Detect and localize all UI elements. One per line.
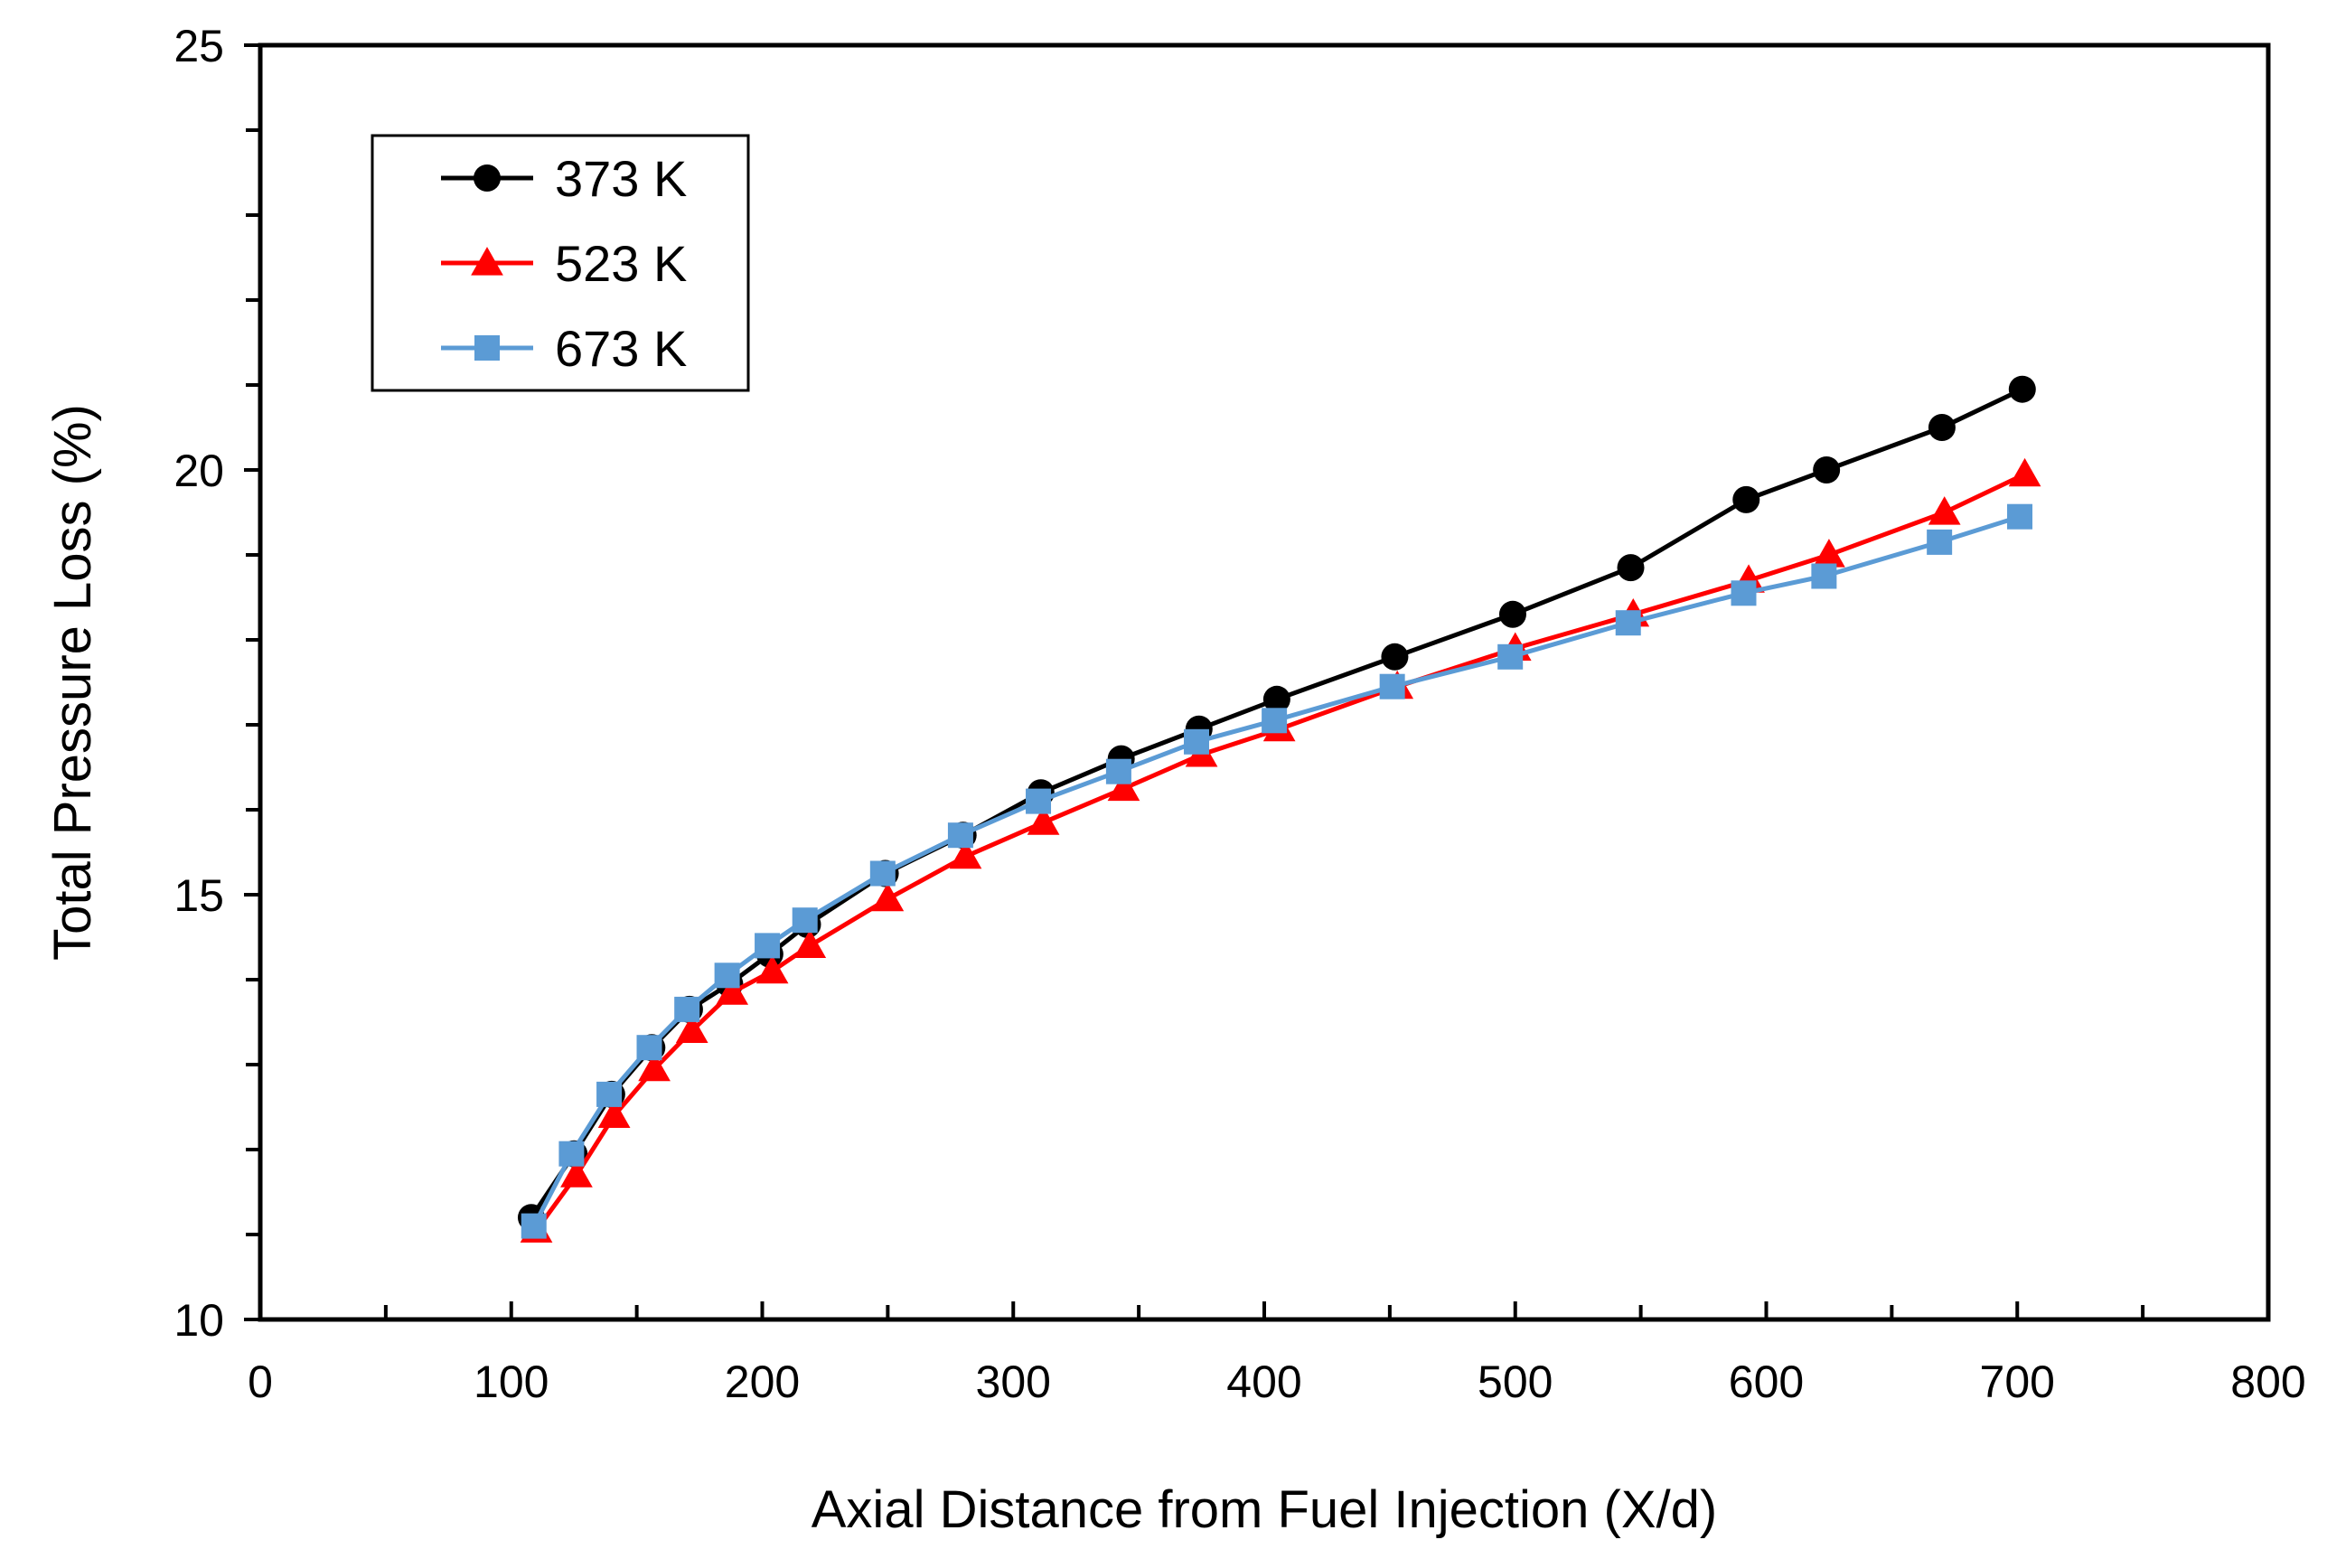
data-point-marker (675, 1014, 708, 1043)
data-point-marker (1928, 496, 1961, 525)
data-point-marker (792, 907, 818, 934)
legend: 373 K 523 K 673 K (371, 134, 750, 392)
legend-entry: 673 K (441, 320, 687, 377)
x-tick-label: 400 (1226, 1357, 1301, 1407)
x-tick-label: 300 (976, 1357, 1051, 1407)
legend-label: 373 K (555, 150, 687, 207)
data-point-marker (1498, 600, 1526, 628)
data-point-marker (2008, 457, 2041, 487)
data-point-marker (1105, 758, 1131, 784)
legend-entry: 523 K (441, 235, 687, 292)
x-tick-label: 0 (248, 1357, 273, 1407)
data-point-marker (1731, 580, 1757, 606)
series-673-k (521, 503, 2033, 1239)
data-point-marker (1026, 788, 1052, 814)
y-tick-label: 10 (174, 1295, 224, 1346)
x-tick-label: 200 (725, 1357, 800, 1407)
data-point-marker (1379, 673, 1405, 699)
data-point-marker (1811, 563, 1837, 589)
legend-label: 673 K (555, 320, 687, 377)
y-axis-tick-labels: 10 15 20 25 (174, 21, 224, 1346)
data-point-marker (2007, 503, 2033, 530)
legend-marker (474, 164, 501, 192)
data-point-marker (1262, 685, 1290, 713)
data-point-marker (1497, 643, 1524, 670)
x-tick-label: 700 (1980, 1357, 2055, 1407)
data-point-marker (1928, 414, 1956, 441)
data-point-marker (947, 822, 973, 849)
data-point-marker (755, 954, 789, 984)
data-point-marker (1615, 610, 1641, 636)
data-point-marker (1813, 539, 1845, 568)
data-point-marker (636, 1035, 662, 1061)
x-axis-tick-labels: 0 100 200 300 400 500 600 700 800 (248, 1357, 2306, 1407)
legend-label: 523 K (555, 235, 687, 292)
data-point-marker (716, 976, 749, 1005)
legend-entries: 373 K 523 K 673 K (441, 150, 687, 377)
data-point-marker (1927, 529, 1953, 555)
x-tick-label: 600 (1729, 1357, 1804, 1407)
x-tick-label: 800 (2230, 1357, 2305, 1407)
data-point-marker (558, 1141, 585, 1167)
data-point-marker (1732, 485, 1760, 513)
data-point-marker (1184, 728, 1210, 755)
data-point-marker (714, 962, 740, 989)
data-point-marker (560, 1159, 593, 1188)
x-axis-ticks (258, 1301, 2270, 1319)
legend-entry: 373 K (441, 150, 687, 207)
data-point-marker (2008, 375, 2036, 403)
legend-box (371, 134, 750, 392)
series-layer (517, 375, 2041, 1243)
y-tick-label: 25 (174, 21, 224, 71)
y-axis-title: Total Pressure Loss (%) (43, 404, 102, 961)
data-point-marker (1813, 456, 1841, 484)
data-point-marker (1107, 772, 1140, 802)
y-tick-label: 15 (174, 870, 224, 921)
legend-marker (474, 335, 500, 361)
y-axis-ticks (244, 43, 260, 1321)
data-point-marker (1027, 806, 1060, 835)
x-tick-label: 500 (1478, 1357, 1553, 1407)
data-point-marker (597, 1099, 631, 1128)
data-point-marker (596, 1081, 623, 1107)
data-point-marker (1617, 554, 1645, 582)
x-axis-title: Axial Distance from Fuel Injection (X/d) (812, 1480, 1717, 1539)
data-point-marker (521, 1213, 547, 1239)
data-point-marker (638, 1052, 671, 1082)
data-point-marker (871, 882, 905, 912)
data-point-marker (793, 929, 827, 958)
data-point-marker (1262, 708, 1288, 734)
data-point-marker (949, 840, 982, 869)
data-point-marker (755, 933, 781, 959)
legend-marker (471, 247, 503, 276)
data-point-marker (1381, 643, 1409, 671)
data-point-marker (869, 860, 896, 887)
x-tick-label: 100 (474, 1357, 549, 1407)
y-tick-label: 20 (174, 446, 224, 496)
data-point-marker (674, 996, 700, 1022)
